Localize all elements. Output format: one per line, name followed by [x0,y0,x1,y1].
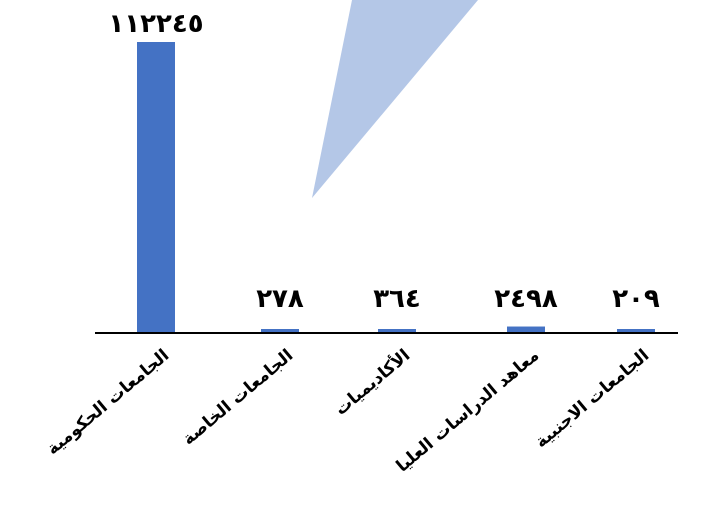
bar-4 [617,329,655,333]
data-label-1: ٢٧٨ [256,284,304,314]
category-label-1: الجامعات الخاصة [179,346,298,450]
data-label-0: ١١٢٢٤٥ [108,9,203,39]
bar-3 [507,326,545,333]
bar-2 [378,329,416,333]
bar-0 [137,42,175,333]
category-label-4: الجامعات الاجنبية [531,346,653,453]
category-label-0: الجامعات الحكومية [43,346,173,460]
bar-1 [261,329,299,333]
category-label-3: معاهد الدراسات العليا [393,346,544,477]
data-label-3: ٢٤٩٨ [494,284,558,314]
data-label-4: ٢٠٩ [612,284,660,314]
data-label-2: ٣٦٤ [373,284,421,314]
category-label-2: الأكاديميات [330,345,414,420]
decorative-triangle [312,0,478,198]
